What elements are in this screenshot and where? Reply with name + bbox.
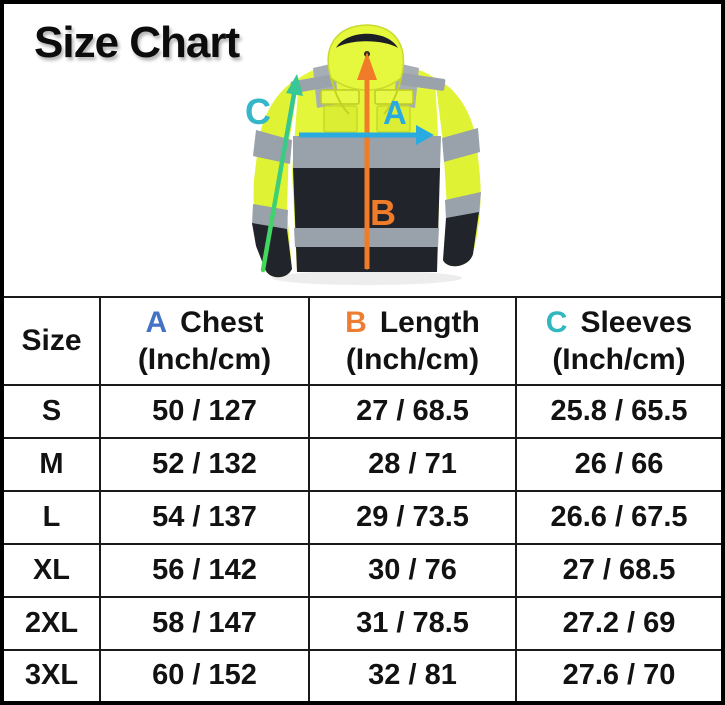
chest-cell: 60 / 152 <box>99 648 310 701</box>
header-chest-label: Chest <box>180 305 264 339</box>
sleeves-cell: 27 / 68.5 <box>515 542 721 598</box>
length-cell: 27 / 68.5 <box>308 384 517 439</box>
size-cell: S <box>4 384 101 439</box>
header-chest-unit: (Inch/cm) <box>137 343 272 376</box>
size-table: Size A Chest (Inch/cm) B Length (Inch/cm) … <box>4 296 721 701</box>
header-letter-c: C <box>545 305 568 339</box>
measure-arrow-b <box>357 52 377 269</box>
size-cell: 2XL <box>4 595 101 651</box>
header-letter-b: B <box>345 305 367 339</box>
sleeves-cell: 27.6 / 70 <box>515 648 721 701</box>
measure-arrow-c <box>260 74 303 273</box>
measure-label-c: C <box>245 91 271 132</box>
measure-label-a: A <box>383 94 407 131</box>
table-row: XL 56 / 142 30 / 76 27 / 68.5 <box>4 542 721 598</box>
sleeves-cell: 26.6 / 67.5 <box>515 489 721 545</box>
table-row: L 54 / 137 29 / 73.5 26.6 / 67.5 <box>4 489 721 545</box>
table-row: 2XL 58 / 147 31 / 78.5 27.2 / 69 <box>4 595 721 651</box>
chest-cell: 54 / 137 <box>99 489 310 545</box>
chest-cell: 50 / 127 <box>99 384 310 439</box>
header-sleeves: C Sleeves (Inch/cm) <box>515 296 721 386</box>
jacket-diagram: C A B <box>237 12 497 298</box>
length-cell: 29 / 73.5 <box>308 489 517 545</box>
size-cell: L <box>4 489 101 545</box>
length-cell: 31 / 78.5 <box>308 595 517 651</box>
header-sleeves-label: Sleeves <box>580 305 693 339</box>
chest-cell: 58 / 147 <box>99 595 310 651</box>
length-cell: 32 / 81 <box>308 648 517 701</box>
table-row: M 52 / 132 28 / 71 26 / 66 <box>4 436 721 492</box>
jacket-right-sleeve <box>435 78 481 267</box>
sleeves-cell: 25.8 / 65.5 <box>515 384 721 439</box>
page-title: Size Chart <box>34 18 240 67</box>
size-cell: 3XL <box>4 648 101 701</box>
sleeves-cell: 26 / 66 <box>515 436 721 492</box>
chest-cell: 56 / 142 <box>99 542 310 598</box>
length-cell: 28 / 71 <box>308 436 517 492</box>
measure-arrow-a <box>299 125 434 145</box>
jacket-chest-pockets <box>320 89 414 133</box>
size-cell: M <box>4 436 101 492</box>
size-cell: XL <box>4 542 101 598</box>
length-cell: 30 / 76 <box>308 542 517 598</box>
jacket-shadow <box>272 271 462 285</box>
table-row: S 50 / 127 27 / 68.5 25.8 / 65.5 <box>4 384 721 439</box>
table-header-row: Size A Chest (Inch/cm) B Length (Inch/cm) … <box>4 296 721 386</box>
header-length-unit: (Inch/cm) <box>345 343 480 376</box>
header-sleeves-unit: (Inch/cm) <box>552 343 686 376</box>
table-row: 3XL 60 / 152 32 / 81 27.6 / 70 <box>4 648 721 701</box>
header-length-label: Length <box>379 305 480 339</box>
header-length: B Length (Inch/cm) <box>308 296 517 386</box>
header-size-label: Size <box>21 324 82 358</box>
chest-cell: 52 / 132 <box>99 436 310 492</box>
measure-label-b: B <box>370 192 396 233</box>
header-letter-a: A <box>145 305 168 339</box>
sleeves-cell: 27.2 / 69 <box>515 595 721 651</box>
header-size: Size <box>4 296 101 386</box>
header-chest: A Chest (Inch/cm) <box>99 296 310 386</box>
jacket-image: C A B <box>245 24 481 285</box>
